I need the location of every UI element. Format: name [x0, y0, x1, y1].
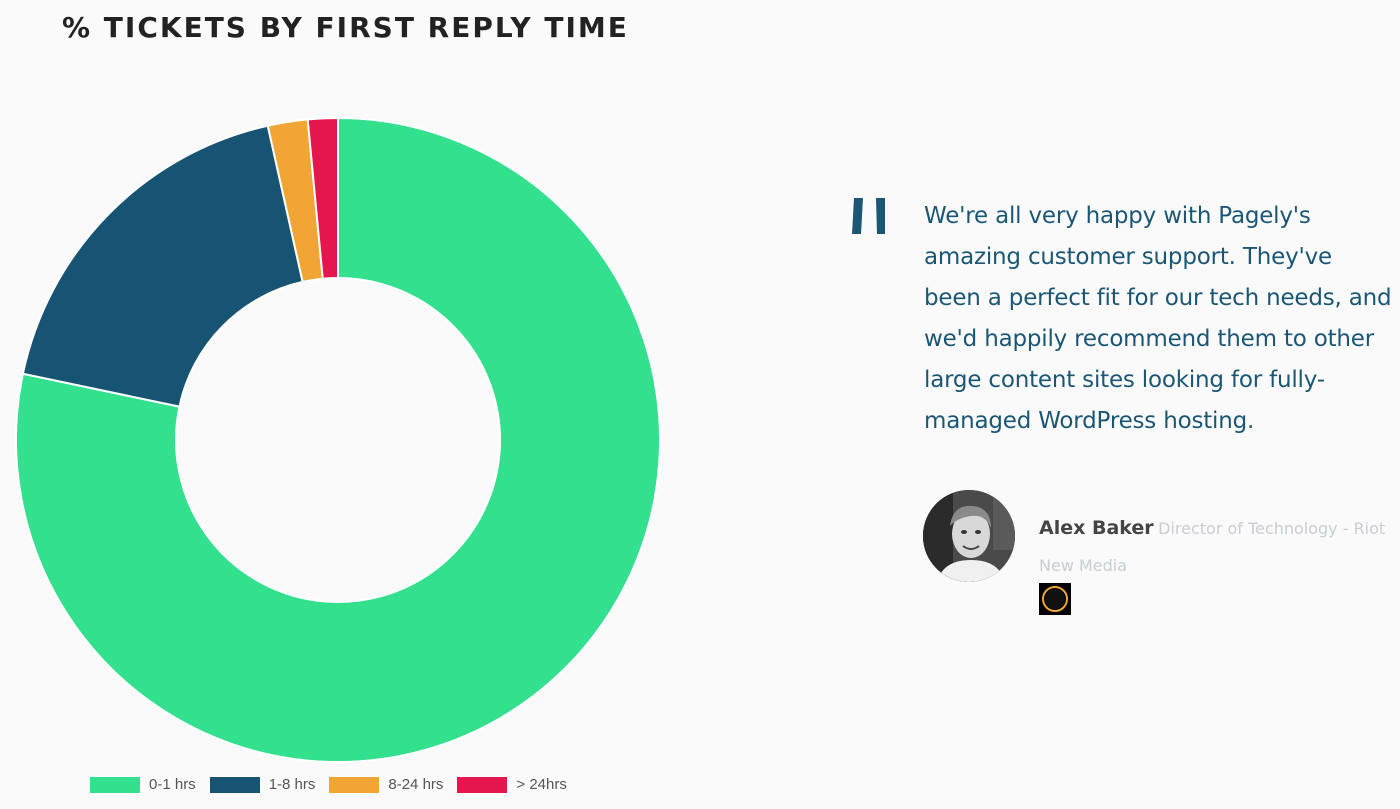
author-credit: Alex Baker Director of Technology - Riot…	[1039, 510, 1394, 585]
donut-slice-24hrs[interactable]	[306, 116, 339, 280]
legend-item-0-1-hrs[interactable]: 0-1 hrs	[90, 776, 196, 793]
avatar-photo	[923, 490, 1015, 582]
legend-item-8-24-hrs[interactable]: 8-24 hrs	[329, 776, 443, 793]
legend-label: 8-24 hrs	[388, 776, 444, 793]
legend-label: > 24hrs	[516, 776, 567, 793]
testimonial-quote: We're all very happy with Pagely's amazi…	[924, 203, 1392, 434]
legend-swatch	[209, 776, 260, 793]
legend-swatch	[90, 776, 140, 793]
donut-slice-1-8-hrs[interactable]	[21, 124, 304, 408]
legend-swatch	[457, 776, 508, 793]
donut-chart	[15, 116, 661, 763]
chart-title: % TICKETS BY FIRST REPLY TIME	[62, 11, 629, 44]
legend-item-1-8-hrs[interactable]: 1-8 hrs	[209, 776, 316, 793]
legend-swatch	[329, 776, 380, 793]
chart-legend: 0-1 hrs 1-8 hrs 8-24 hrs > 24hrs	[90, 776, 581, 793]
donut-slice-0-1-hrs[interactable]	[15, 116, 661, 763]
author-name: Alex Baker	[1039, 517, 1154, 539]
company-logo-icon	[1039, 583, 1071, 615]
legend-label: 0-1 hrs	[149, 776, 196, 793]
quote-mark-icon	[852, 198, 885, 234]
company-logo	[1039, 583, 1071, 615]
legend-label: 1-8 hrs	[268, 776, 316, 793]
legend-item-over-24-hrs[interactable]: > 24hrs	[457, 776, 567, 793]
author-title: Director of Technology - Riot New Media	[1039, 519, 1386, 575]
author-avatar	[923, 490, 1015, 582]
